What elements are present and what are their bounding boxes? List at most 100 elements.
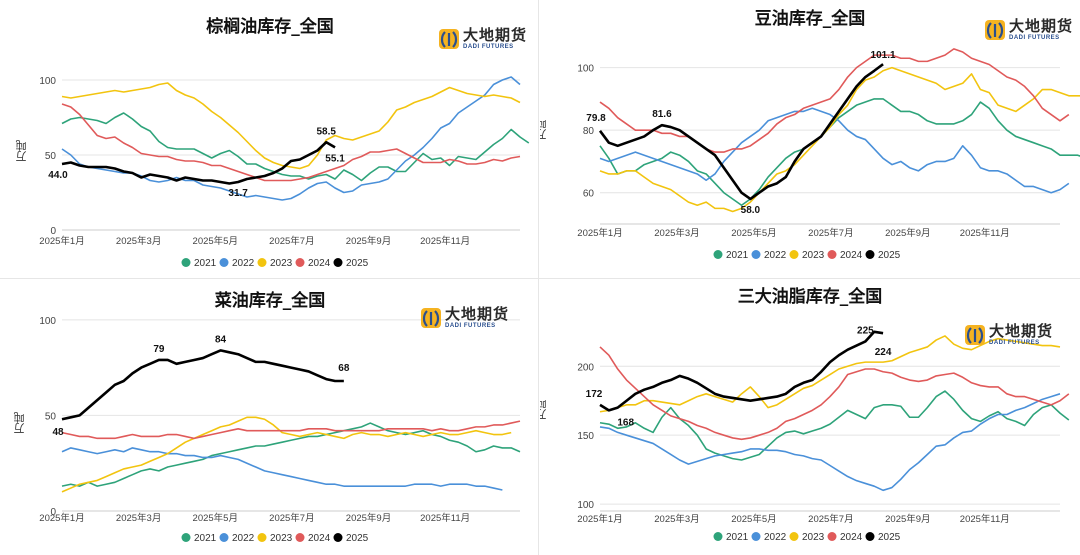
legend-marker-2024 [827, 532, 837, 541]
x-tick-label: 2025年9月 [346, 512, 391, 524]
x-tick-label: 2025年11月 [960, 227, 1010, 239]
chart-title: 棕榈油库存_全国 [206, 17, 334, 37]
data-label: 168 [617, 418, 634, 429]
soybean-oil-line-chart: 60 80 100 2025年1月 2025年3月 2025年5月 2025年7月 2025年… [577, 48, 1080, 261]
y-tick-label: 50 [45, 411, 57, 422]
series-line-2023 [599, 335, 1061, 413]
x-tick-label: 2025年5月 [731, 227, 776, 239]
dadi-logo-icon [965, 325, 985, 345]
series-line-2024 [599, 346, 1070, 441]
legend-marker-2025 [865, 532, 875, 541]
x-tick-label: 2025年9月 [885, 227, 930, 239]
legend-marker-2024 [295, 533, 305, 542]
legend-marker-2022 [751, 532, 761, 541]
legend-marker-2021 [181, 258, 191, 267]
series-line-2021 [61, 112, 530, 182]
data-label: 79.8 [586, 113, 606, 124]
x-tick-label: 2025年7月 [269, 512, 314, 524]
legend-marker-2023 [257, 533, 267, 542]
x-tick-label: 2025年1月 [39, 235, 84, 247]
legend-label: 2021 [726, 250, 749, 261]
data-label: 55.1 [325, 153, 345, 164]
data-label: 48 [52, 427, 64, 438]
dadi-logo-icon [439, 29, 459, 49]
x-tick-label: 2025年1月 [577, 227, 622, 239]
x-tick-label: 2025年7月 [808, 227, 853, 239]
series-line-2021 [599, 390, 1070, 461]
logo: 大地期货 DADI FUTURES [438, 27, 527, 51]
legend-label: 2022 [232, 533, 255, 544]
x-tick-label: 2025年1月 [39, 512, 84, 524]
legend-label: 2021 [726, 532, 749, 543]
legend-marker-2023 [257, 258, 267, 267]
panel-divider [0, 278, 1080, 279]
logo-text: 大地期货 [445, 305, 510, 323]
logo-subtext: DADI FUTURES [463, 44, 514, 50]
data-label: 79 [153, 344, 165, 355]
series-line-2022 [61, 447, 503, 491]
legend-marker-2021 [181, 533, 191, 542]
data-label: 224 [875, 347, 892, 358]
palm-oil-line-chart: 0 50 100 2025年1月 2025年3月 2025年5月 2025年7月 2025年9… [39, 76, 530, 269]
y-axis-label: 万吨 [14, 412, 26, 434]
y-tick-label: 60 [583, 189, 595, 200]
legend-marker-2021 [713, 532, 723, 541]
x-tick-label: 2025年11月 [420, 235, 470, 247]
data-label: 81.6 [652, 109, 672, 120]
chart-panel-palm-oil: 棕榈油库存_全国 大地期货 DADI FUTURES 万吨 0 50 100 2025年… [0, 0, 540, 278]
series-line-2023 [61, 416, 512, 493]
legend-marker-2022 [219, 533, 229, 542]
legend-label: 2021 [194, 258, 217, 269]
data-label: 101.1 [871, 50, 896, 61]
logo-text: 大地期货 [463, 26, 528, 44]
rapeseed-oil-line-chart: 0 50 100 2025年1月 2025年3月 2025年5月 2025年7月 2025年9… [39, 316, 521, 544]
x-tick-label: 2025年11月 [420, 512, 470, 524]
legend-marker-2024 [295, 258, 305, 267]
legend-marker-2022 [751, 250, 761, 259]
series-line-2023 [61, 82, 521, 170]
legend-label: 2023 [270, 533, 293, 544]
legend-label: 2024 [840, 532, 863, 543]
x-tick-label: 2025年3月 [654, 513, 699, 525]
legend-label: 2025 [346, 258, 369, 269]
dadi-logo-icon [421, 308, 441, 328]
series-line-2025 [598, 63, 884, 201]
logo: 大地期货 DADI FUTURES [964, 323, 1053, 347]
legend-label: 2024 [308, 533, 331, 544]
logo: 大地期货 DADI FUTURES [984, 18, 1073, 42]
legend-label: 2025 [878, 532, 901, 543]
series-line-2023 [599, 66, 1080, 213]
data-label: 58.5 [316, 126, 336, 137]
chart-title: 菜油库存_全国 [214, 291, 326, 311]
legend-label: 2023 [802, 532, 825, 543]
data-label: 44.0 [48, 170, 68, 181]
series-line-2021 [61, 422, 521, 487]
x-tick-label: 2025年3月 [116, 512, 161, 524]
x-tick-label: 2025年5月 [193, 512, 238, 524]
legend-label: 2024 [308, 258, 331, 269]
data-label: 58.0 [741, 205, 761, 216]
logo-subtext: DADI FUTURES [445, 323, 496, 329]
legend-marker-2025 [333, 533, 343, 542]
logo-text: 大地期货 [1009, 17, 1074, 35]
data-label: 68 [338, 363, 350, 374]
series-line-2024 [61, 420, 521, 440]
x-tick-label: 2025年1月 [577, 513, 622, 525]
chart-panel-three-oils: 三大油脂库存_全国 大地期货 DADI FUTURES 万吨 100 150 200 2… [540, 278, 1080, 555]
chart-title: 豆油库存_全国 [754, 9, 866, 29]
y-tick-label: 100 [39, 76, 56, 87]
x-tick-label: 2025年5月 [731, 513, 776, 525]
x-tick-label: 2025年3月 [116, 235, 161, 247]
y-axis-label: 万吨 [540, 118, 548, 140]
logo-subtext: DADI FUTURES [989, 340, 1040, 346]
legend-label: 2023 [802, 250, 825, 261]
y-tick-label: 0 [50, 507, 56, 518]
logo: 大地期货 DADI FUTURES [420, 306, 509, 330]
x-tick-label: 2025年11月 [960, 513, 1010, 525]
legend-marker-2024 [827, 250, 837, 259]
data-label: 31.7 [228, 188, 248, 199]
series-line-2024 [61, 103, 521, 182]
data-label: 84 [215, 334, 227, 345]
x-tick-label: 2025年9月 [885, 513, 930, 525]
x-tick-label: 2025年7月 [808, 513, 853, 525]
